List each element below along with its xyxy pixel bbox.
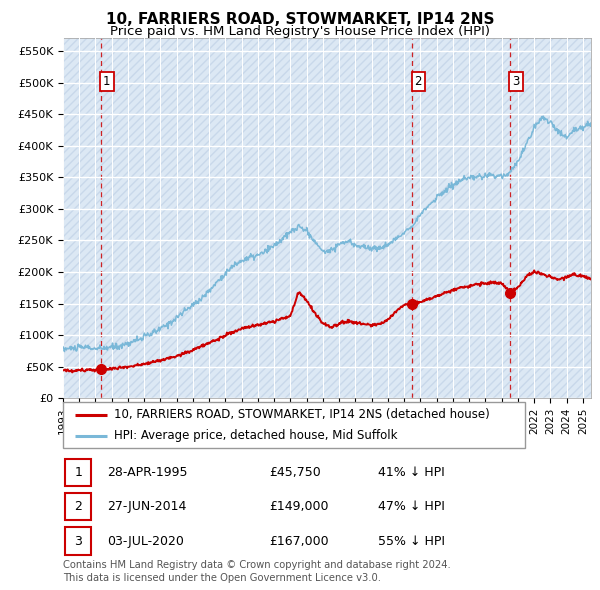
Text: £167,000: £167,000 xyxy=(269,535,329,548)
Text: 10, FARRIERS ROAD, STOWMARKET, IP14 2NS (detached house): 10, FARRIERS ROAD, STOWMARKET, IP14 2NS … xyxy=(114,408,490,421)
Text: 10, FARRIERS ROAD, STOWMARKET, IP14 2NS: 10, FARRIERS ROAD, STOWMARKET, IP14 2NS xyxy=(106,12,494,27)
Text: 41% ↓ HPI: 41% ↓ HPI xyxy=(378,466,445,479)
Text: Contains HM Land Registry data © Crown copyright and database right 2024.
This d: Contains HM Land Registry data © Crown c… xyxy=(63,560,451,583)
FancyBboxPatch shape xyxy=(65,527,91,555)
Text: 1: 1 xyxy=(103,75,110,88)
FancyBboxPatch shape xyxy=(63,402,525,448)
Text: 28-APR-1995: 28-APR-1995 xyxy=(107,466,188,479)
Text: £149,000: £149,000 xyxy=(269,500,329,513)
Text: Price paid vs. HM Land Registry's House Price Index (HPI): Price paid vs. HM Land Registry's House … xyxy=(110,25,490,38)
Text: 27-JUN-2014: 27-JUN-2014 xyxy=(107,500,187,513)
Text: 55% ↓ HPI: 55% ↓ HPI xyxy=(378,535,445,548)
Text: 2: 2 xyxy=(415,75,422,88)
FancyBboxPatch shape xyxy=(65,493,91,520)
Text: 3: 3 xyxy=(512,75,520,88)
Text: 03-JUL-2020: 03-JUL-2020 xyxy=(107,535,184,548)
Text: 2: 2 xyxy=(74,500,82,513)
FancyBboxPatch shape xyxy=(65,459,91,486)
Text: £45,750: £45,750 xyxy=(269,466,322,479)
Text: 47% ↓ HPI: 47% ↓ HPI xyxy=(378,500,445,513)
Text: HPI: Average price, detached house, Mid Suffolk: HPI: Average price, detached house, Mid … xyxy=(114,430,397,442)
Text: 3: 3 xyxy=(74,535,82,548)
Text: 1: 1 xyxy=(74,466,82,479)
